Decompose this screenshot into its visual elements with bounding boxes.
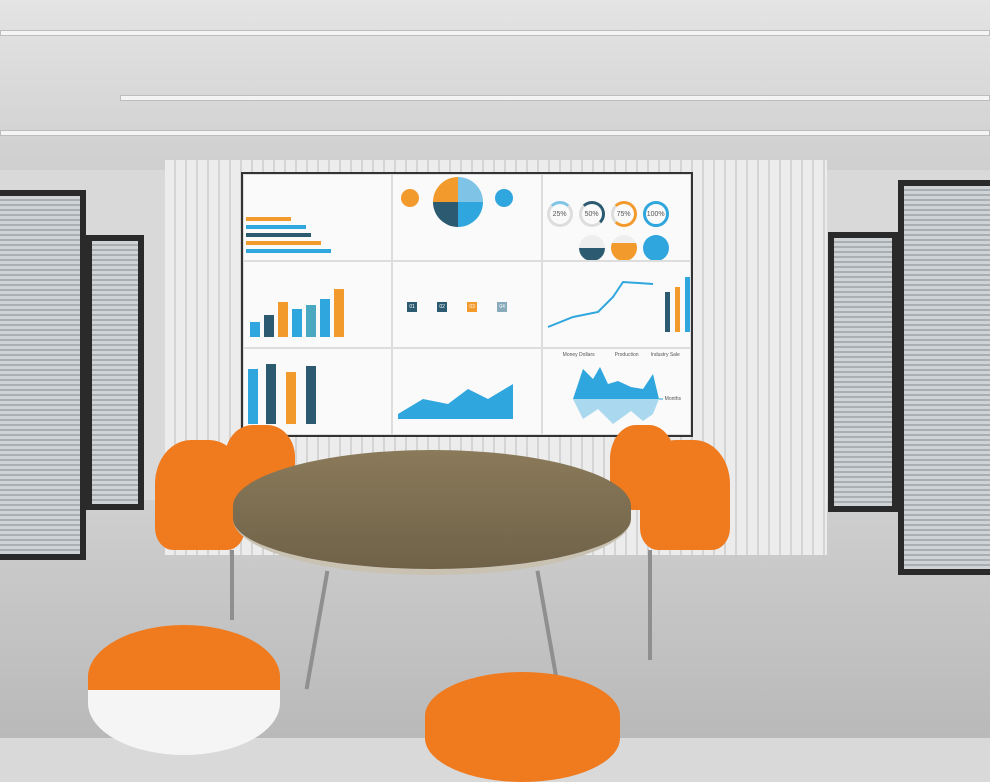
panel-percent-rings: 25% 50% 75% 100%	[541, 174, 691, 261]
area-graphic	[398, 384, 514, 419]
chair	[640, 440, 730, 550]
ring-75: 75%	[610, 201, 637, 227]
panel-wave-chart: Money Dollars Production Industry Sale M…	[541, 348, 691, 435]
step-badge: 01	[407, 302, 417, 312]
ceiling-pipe	[0, 130, 990, 136]
fill-circle	[610, 235, 637, 260]
legend-production: Production	[614, 352, 639, 358]
video-wall-display: 25% 50% 75% 100% 01 02 03 04 Money Dolla…	[241, 172, 693, 437]
panel-area-chart	[392, 348, 542, 435]
ring-25: 25%	[546, 201, 573, 227]
bar	[250, 322, 260, 337]
meeting-table	[233, 450, 631, 575]
bar	[246, 217, 291, 221]
panel-horizontal-bars	[243, 174, 393, 261]
right-glass-wall	[898, 180, 990, 575]
legend-industry-sale: Industry Sale	[650, 352, 680, 358]
panel-line-and-bars	[541, 261, 691, 348]
step-badge: 02	[437, 302, 447, 312]
bar	[266, 364, 276, 424]
stool	[88, 625, 280, 755]
panel-3d-bars	[243, 261, 393, 348]
panel-steps: 01 02 03 04	[392, 261, 542, 348]
bar	[306, 305, 316, 337]
step-badge: 03	[467, 302, 477, 312]
bar	[334, 289, 344, 337]
blue-dot	[495, 189, 514, 207]
panel-pie-wheel	[392, 174, 542, 261]
bar	[286, 372, 296, 424]
left-glass-door	[86, 235, 144, 510]
chair-leg	[230, 550, 234, 620]
wave-y-label: Money Dollars	[562, 352, 595, 358]
bar	[320, 299, 330, 337]
wave-x-label: Months	[664, 396, 682, 402]
wave-graphic	[572, 367, 663, 424]
bar	[246, 241, 321, 245]
stool	[425, 672, 620, 782]
bar	[246, 233, 311, 237]
bar	[248, 369, 258, 424]
chair-leg	[648, 550, 652, 660]
fill-circle	[642, 235, 669, 260]
bar	[246, 225, 306, 229]
line-bar-graphic	[547, 277, 690, 332]
pie-wheel	[433, 177, 484, 227]
bar	[306, 366, 316, 424]
ceiling-pipe	[120, 95, 990, 101]
ceiling	[0, 0, 990, 170]
right-glass-door	[828, 232, 898, 512]
ceiling-pipe	[0, 30, 990, 36]
ring-100: 100%	[642, 201, 669, 227]
left-glass-wall	[0, 190, 86, 560]
fill-circle	[578, 235, 605, 260]
ring-50: 50%	[578, 201, 605, 227]
bar	[292, 309, 302, 337]
bar	[278, 302, 288, 337]
panel-tall-bars	[243, 348, 393, 435]
orange-dot	[401, 189, 420, 207]
bar	[264, 315, 274, 337]
bar	[246, 249, 331, 253]
step-badge: 04	[497, 302, 507, 312]
